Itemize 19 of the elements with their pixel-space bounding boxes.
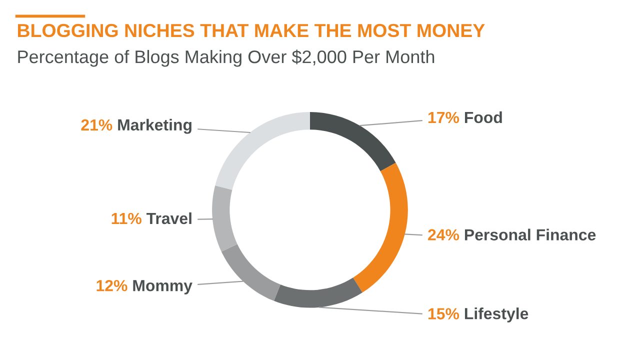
- donut-slice: [310, 112, 396, 172]
- slice-label: Food: [464, 111, 502, 124]
- slice-label: Marketing: [118, 118, 192, 134]
- data-label: 11%: [112, 212, 142, 224]
- chart-subtitle: Percentage of Blogs Making Over $2,000 Per Month: [18, 50, 434, 67]
- data-label: 17%: [428, 112, 460, 124]
- donut-slice: [274, 278, 362, 308]
- data-label: 21%: [81, 119, 112, 131]
- data-label: 24%: [428, 229, 460, 240]
- slice-label: Mommy: [133, 280, 192, 294]
- data-label: 12%: [96, 280, 128, 292]
- donut-slice: [353, 162, 408, 293]
- donut-slice: [212, 186, 238, 252]
- slice-label: Lifestyle: [464, 308, 528, 322]
- donut-slice: [215, 112, 310, 190]
- chart-title: BLOGGING NICHES THAT MAKE THE MOST MONEY: [18, 24, 485, 38]
- data-label: 15%: [428, 308, 460, 320]
- slice-label: Travel: [146, 212, 192, 224]
- slice-label: Personal Finance: [464, 228, 596, 240]
